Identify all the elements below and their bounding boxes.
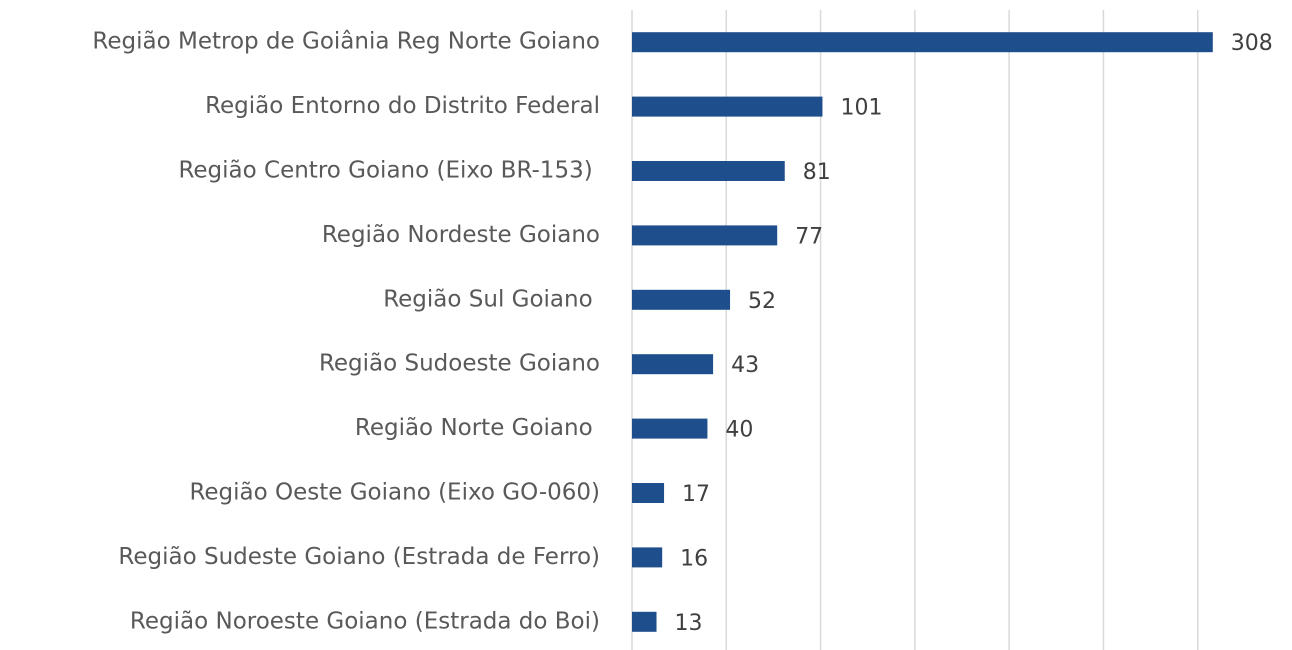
value-label: 16 [680,546,708,571]
bar [632,225,778,246]
category-label: Região Sudoeste Goiano [319,351,600,377]
value-label: 17 [682,482,710,507]
value-label: 13 [675,611,703,636]
category-label: Região Entorno do Distrito Federal [205,93,600,119]
value-label: 40 [725,418,753,443]
category-label: Região Sul Goiano [383,286,600,312]
category-label: Região Norte Goiano [355,415,600,441]
bar [632,96,823,117]
value-label: 81 [803,160,831,185]
value-label: 77 [795,224,823,249]
category-label: Região Oeste Goiano (Eixo GO-060) [189,480,600,506]
bar [632,611,657,632]
value-label: 43 [731,353,759,378]
category-label: Região Sudeste Goiano (Estrada de Ferro) [118,544,600,570]
value-label: 308 [1231,31,1273,56]
category-label: Região Centro Goiano (Eixo BR-153) [178,158,600,184]
bar [632,418,708,439]
bar [632,547,663,568]
bar [632,354,714,375]
category-label: Região Noroeste Goiano (Estrada do Boi) [130,608,600,634]
value-label: 52 [748,289,776,314]
value-label: 101 [840,96,882,121]
bar [632,483,665,503]
category-label: Região Nordeste Goiano [322,222,600,248]
bar [632,289,731,310]
category-label: Região Metrop de Goiânia Reg Norte Goian… [92,29,600,55]
bar [632,161,785,181]
bar [632,32,1213,53]
